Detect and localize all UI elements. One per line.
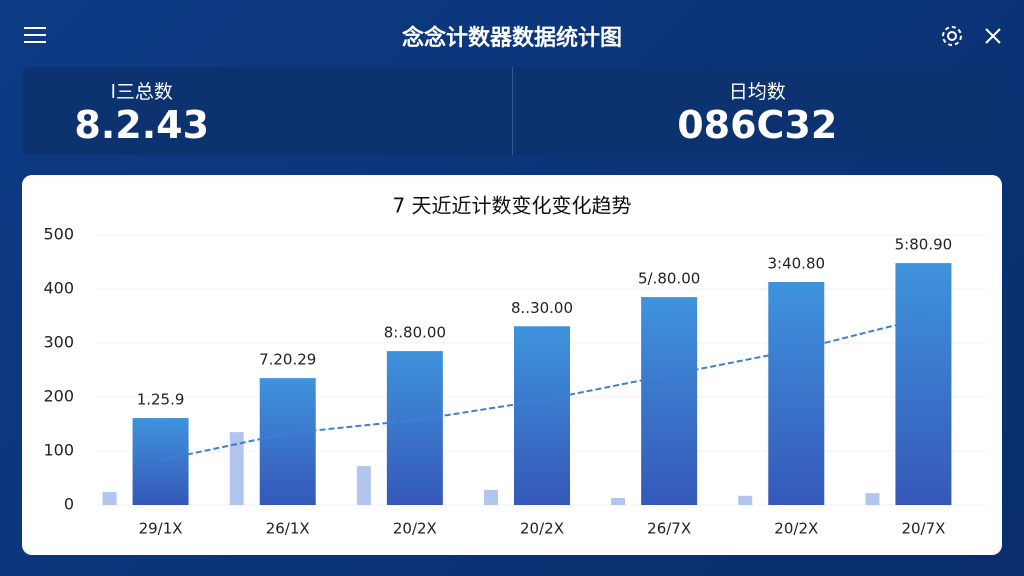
- bar-annotation: 5:80.90: [895, 236, 953, 254]
- small-bar: [229, 432, 244, 505]
- stat-daily: 日均数 086C32: [511, 67, 1003, 155]
- small-bar: [102, 492, 117, 505]
- x-tick-label: 20/2X: [774, 520, 818, 538]
- small-bar: [865, 493, 880, 505]
- y-tick-label: 500: [43, 225, 74, 244]
- x-tick-label: 20/2X: [393, 520, 437, 538]
- stat-label: l三总数: [110, 81, 173, 103]
- x-tick-label: 26/1X: [266, 520, 310, 538]
- small-bar: [484, 489, 498, 505]
- bar-annotation: 3:40.80: [768, 254, 826, 272]
- chart-card: 7 天近近计数变化变化趋势 0 100 200 300 400 500 29/1X 26/1X…: [22, 175, 1002, 555]
- chart: 7 天近近计数变化变化趋势 0 100 200 300 400 500 29/1X 26/1X…: [43, 194, 987, 538]
- small-bar: [611, 497, 626, 505]
- bar-annotation: 7.20.29: [259, 351, 316, 369]
- header-title: 念念计数器数据统计图: [401, 26, 622, 51]
- bar: [768, 281, 825, 505]
- y-tick-label: 300: [43, 333, 74, 352]
- x-tick-label: 20/7X: [901, 520, 945, 538]
- small-bar: [738, 495, 753, 505]
- close-button[interactable]: [985, 28, 1001, 44]
- stat-value: 8.2.43: [74, 103, 210, 147]
- stat-value: 086C32: [677, 103, 838, 147]
- small-bar: [356, 466, 371, 505]
- stats-panel: l三总数 8.2.43 日均数 086C32: [22, 67, 1002, 155]
- stat-label: 日均数: [728, 81, 786, 103]
- trend-line: [160, 317, 924, 462]
- y-tick-label: 0: [64, 495, 74, 514]
- header: 念念计数器数据统计图: [0, 0, 1024, 66]
- x-tick-label: 20/2X: [520, 520, 564, 538]
- stat-total: l三总数 8.2.43: [22, 67, 512, 155]
- bar-annotation: 5/.80.00: [638, 270, 700, 288]
- bar-annotation: 8:.80.00: [384, 324, 446, 342]
- bar-annotation: 1.25.9: [137, 391, 185, 409]
- chart-title: 7 天近近计数变化变化趋势: [392, 194, 631, 218]
- x-tick-label: 29/1X: [139, 520, 183, 538]
- settings-button[interactable]: [940, 24, 964, 48]
- y-tick-label: 100: [43, 441, 74, 460]
- bar: [386, 351, 443, 505]
- y-tick-label: 400: [43, 279, 74, 298]
- bar: [132, 418, 189, 505]
- menu-button[interactable]: [24, 26, 46, 44]
- bar: [895, 263, 952, 505]
- bar-annotation: 8..30.00: [511, 299, 573, 317]
- x-tick-label: 26/7X: [647, 520, 691, 538]
- bar: [641, 297, 698, 505]
- bar: [514, 326, 570, 505]
- y-tick-label: 200: [43, 387, 74, 406]
- bar: [259, 378, 316, 505]
